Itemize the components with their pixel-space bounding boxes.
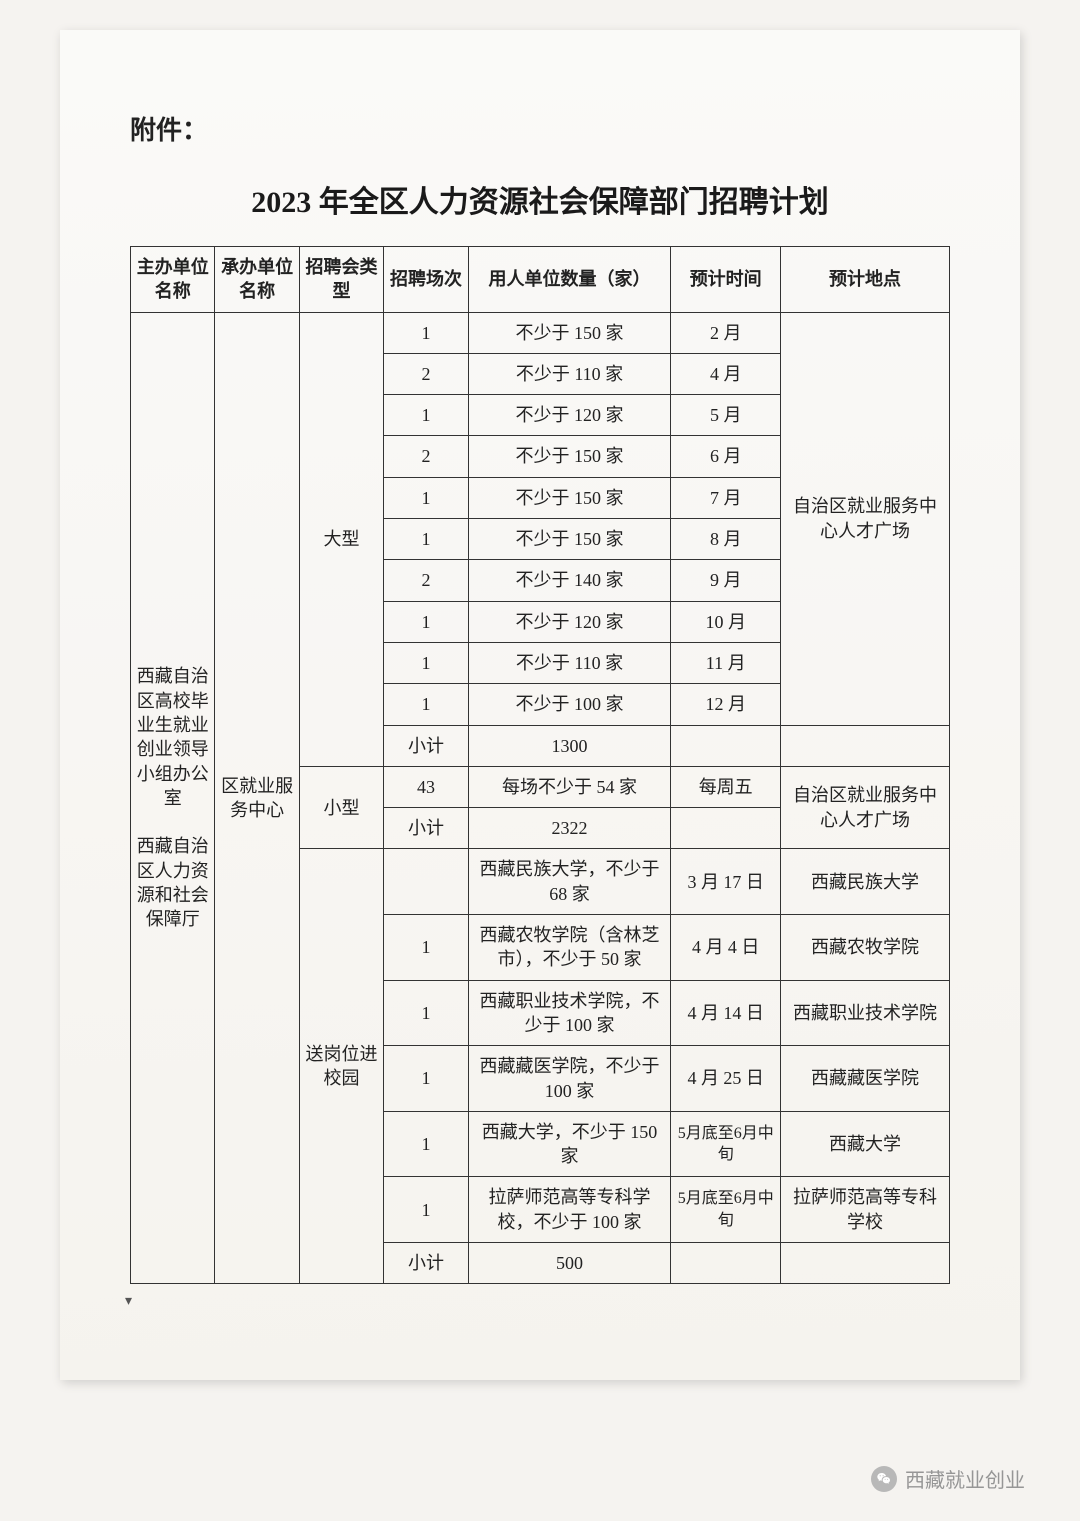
- cell-location: 西藏职业技术学院: [781, 980, 950, 1046]
- cell-units: 不少于 140 家: [468, 560, 671, 601]
- watermark-text: 西藏就业创业: [905, 1464, 1025, 1493]
- cell-sessions: 2: [384, 436, 468, 477]
- cell-sessions: 1: [384, 601, 468, 642]
- subtotal-value: 500: [468, 1243, 671, 1284]
- cell-units: 西藏职业技术学院，不少于 100 家: [468, 980, 671, 1046]
- cell-time: 2 月: [671, 312, 781, 353]
- subtotal-label: 小计: [384, 808, 468, 849]
- cell-time: 12 月: [671, 684, 781, 725]
- cell-sessions: 1: [384, 1177, 468, 1243]
- cell-units: 西藏藏医学院，不少于 100 家: [468, 1046, 671, 1112]
- cell-units: 不少于 120 家: [468, 601, 671, 642]
- subtotal-value: 1300: [468, 725, 671, 766]
- cell-units: 不少于 150 家: [468, 477, 671, 518]
- empty-cell: [671, 725, 781, 766]
- cell-location: 西藏藏医学院: [781, 1046, 950, 1112]
- empty-cell: [781, 725, 950, 766]
- cell-time: 4 月: [671, 353, 781, 394]
- cell-undertake-org: 区就业服务中心: [215, 312, 299, 1284]
- col-host: 主办单位名称: [131, 247, 215, 313]
- document-title: 2023 年全区人力资源社会保障部门招聘计划: [130, 177, 950, 221]
- col-time: 预计时间: [671, 247, 781, 313]
- cell-type-small: 小型: [299, 766, 383, 849]
- attachment-label: 附件：: [130, 110, 950, 147]
- cell-type-campus: 送岗位进校园: [299, 849, 383, 1284]
- cell-time: 5月底至6月中旬: [671, 1177, 781, 1243]
- cell-time: 4 月 4 日: [671, 915, 781, 981]
- cell-units: 西藏大学，不少于 150 家: [468, 1111, 671, 1177]
- cell-time: 11 月: [671, 642, 781, 683]
- table-row: 西藏自治区高校毕业生就业创业领导小组办公室 西藏自治区人力资源和社会保障厅 区就…: [131, 312, 950, 353]
- cell-time: 5 月: [671, 395, 781, 436]
- cell-sessions: 1: [384, 312, 468, 353]
- col-sessions: 招聘场次: [384, 247, 468, 313]
- cell-time: 7 月: [671, 477, 781, 518]
- cell-sessions: 1: [384, 642, 468, 683]
- cell-time: 4 月 25 日: [671, 1046, 781, 1112]
- col-undertake: 承办单位名称: [215, 247, 299, 313]
- col-type: 招聘会类型: [299, 247, 383, 313]
- cell-units: 西藏农牧学院（含林芝市），不少于 50 家: [468, 915, 671, 981]
- cell-time: 10 月: [671, 601, 781, 642]
- col-location: 预计地点: [781, 247, 950, 313]
- empty-cell: [671, 1243, 781, 1284]
- cell-location: 西藏农牧学院: [781, 915, 950, 981]
- cell-sessions: 1: [384, 915, 468, 981]
- cell-time: 6 月: [671, 436, 781, 477]
- cell-units: 不少于 150 家: [468, 519, 671, 560]
- cell-sessions: 2: [384, 560, 468, 601]
- cell-sessions: 1: [384, 684, 468, 725]
- cell-sessions: 1: [384, 395, 468, 436]
- col-units: 用人单位数量（家）: [468, 247, 671, 313]
- table-body: 西藏自治区高校毕业生就业创业领导小组办公室 西藏自治区人力资源和社会保障厅 区就…: [131, 312, 950, 1284]
- cell-sessions: [384, 849, 468, 915]
- cell-units: 不少于 120 家: [468, 395, 671, 436]
- empty-cell: [781, 1243, 950, 1284]
- subtotal-label: 小计: [384, 1243, 468, 1284]
- cell-time: 8 月: [671, 519, 781, 560]
- empty-cell: [671, 808, 781, 849]
- cell-time: 每周五: [671, 766, 781, 807]
- wechat-icon: [871, 1466, 897, 1492]
- cell-units: 不少于 150 家: [468, 436, 671, 477]
- cell-location: 拉萨师范高等专科学校: [781, 1177, 950, 1243]
- cell-units: 不少于 150 家: [468, 312, 671, 353]
- cell-units: 西藏民族大学，不少于 68 家: [468, 849, 671, 915]
- cell-units: 不少于 110 家: [468, 353, 671, 394]
- subtotal-value: 2322: [468, 808, 671, 849]
- cell-sessions: 1: [384, 1111, 468, 1177]
- cell-units: 拉萨师范高等专科学校，不少于 100 家: [468, 1177, 671, 1243]
- cell-units: 不少于 100 家: [468, 684, 671, 725]
- cell-time: 4 月 14 日: [671, 980, 781, 1046]
- document-page: 附件： 2023 年全区人力资源社会保障部门招聘计划 主办单位名称 承办单位名称…: [60, 30, 1020, 1380]
- cell-location-small: 自治区就业服务中心人才广场: [781, 766, 950, 849]
- cell-location-large: 自治区就业服务中心人才广场: [781, 312, 950, 725]
- cell-location: 西藏大学: [781, 1111, 950, 1177]
- page-mark-icon: ▾: [125, 1293, 132, 1310]
- source-watermark: 西藏就业创业: [871, 1464, 1025, 1493]
- cell-time: 3 月 17 日: [671, 849, 781, 915]
- cell-sessions: 2: [384, 353, 468, 394]
- cell-sessions: 1: [384, 980, 468, 1046]
- recruitment-plan-table: 主办单位名称 承办单位名称 招聘会类型 招聘场次 用人单位数量（家） 预计时间 …: [130, 246, 950, 1284]
- cell-host-org: 西藏自治区高校毕业生就业创业领导小组办公室 西藏自治区人力资源和社会保障厅: [131, 312, 215, 1284]
- cell-sessions: 1: [384, 519, 468, 560]
- cell-units: 不少于 110 家: [468, 642, 671, 683]
- cell-units: 每场不少于 54 家: [468, 766, 671, 807]
- cell-time: 9 月: [671, 560, 781, 601]
- cell-time: 5月底至6月中旬: [671, 1111, 781, 1177]
- cell-sessions: 1: [384, 477, 468, 518]
- cell-location: 西藏民族大学: [781, 849, 950, 915]
- table-header-row: 主办单位名称 承办单位名称 招聘会类型 招聘场次 用人单位数量（家） 预计时间 …: [131, 247, 950, 313]
- cell-sessions: 43: [384, 766, 468, 807]
- subtotal-label: 小计: [384, 725, 468, 766]
- cell-sessions: 1: [384, 1046, 468, 1112]
- cell-type-large: 大型: [299, 312, 383, 766]
